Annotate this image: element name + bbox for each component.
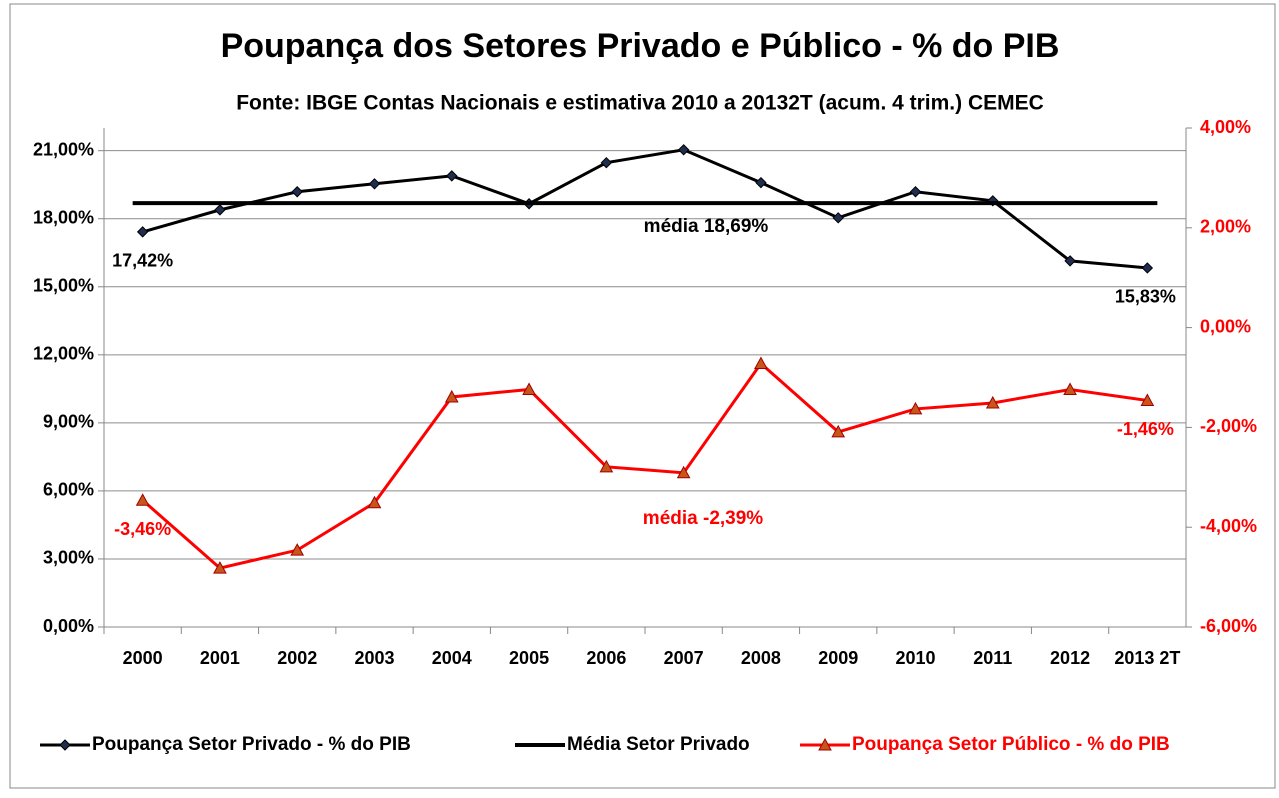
point-marker xyxy=(291,186,303,198)
chart-title: Poupança dos Setores Privado e Público -… xyxy=(221,27,1060,65)
y-tick-label: 6,00% xyxy=(43,480,94,500)
legend-label: Média Setor Privado xyxy=(567,734,750,755)
x-tick-label: 2007 xyxy=(664,648,704,668)
x-tick-label: 2006 xyxy=(586,648,626,668)
point-marker xyxy=(754,356,768,370)
y2-tick-label: 2,00% xyxy=(1200,217,1251,237)
point-marker xyxy=(909,186,922,198)
x-tick-label: 2005 xyxy=(509,648,549,668)
data-label: 17,42% xyxy=(112,251,173,271)
point-marker xyxy=(1063,382,1077,395)
point-marker xyxy=(677,144,690,156)
legend-marker xyxy=(818,737,832,751)
annotation: média 18,69% xyxy=(644,216,769,237)
data-label: -3,46% xyxy=(114,519,171,539)
point-marker xyxy=(599,459,614,473)
point-marker xyxy=(522,382,536,395)
point-marker xyxy=(676,465,691,479)
point-marker xyxy=(290,543,305,556)
point-marker xyxy=(832,212,844,224)
point-marker xyxy=(600,156,613,169)
y2-tick-label: -2,00% xyxy=(1200,416,1257,436)
y-tick-label: 3,00% xyxy=(43,548,94,568)
x-tick-label: 2010 xyxy=(895,648,935,668)
point-marker xyxy=(135,493,150,506)
point-marker xyxy=(213,561,227,574)
y2-tick-label: -4,00% xyxy=(1200,516,1257,536)
x-tick-label: 2004 xyxy=(432,648,472,668)
point-marker xyxy=(908,401,923,415)
chart-subtitle: Fonte: IBGE Contas Nacionais e estimativ… xyxy=(236,92,1044,115)
x-tick-label: 2011 xyxy=(973,648,1012,668)
x-tick-label: 2003 xyxy=(354,648,394,668)
x-tick-label: 2000 xyxy=(123,648,163,668)
point-marker xyxy=(755,176,767,189)
x-tick-label: 2012 xyxy=(1050,648,1090,668)
x-tick-label: 2001 xyxy=(200,648,240,668)
y-tick-label: 12,00% xyxy=(33,344,94,364)
legend-label: Poupança Setor Privado - % do PIB xyxy=(92,734,411,755)
x-tick-label: 2002 xyxy=(277,648,317,668)
point-marker xyxy=(1064,255,1076,267)
y-tick-label: 18,00% xyxy=(33,207,94,227)
x-tick-label: 2013 2T xyxy=(1114,648,1180,668)
point-marker xyxy=(987,195,999,207)
series-line xyxy=(142,148,1148,270)
data-label: -1,46% xyxy=(1117,419,1174,439)
y-tick-label: 0,00% xyxy=(43,616,94,636)
point-marker xyxy=(1140,393,1155,406)
y2-tick-label: 0,00% xyxy=(1200,316,1251,336)
point-marker xyxy=(985,395,1000,409)
point-marker xyxy=(1141,262,1154,274)
point-marker xyxy=(214,204,226,216)
point-marker xyxy=(831,424,846,438)
y2-tick-label: 4,00% xyxy=(1200,117,1251,137)
chart-frame xyxy=(9,3,1276,789)
legend-marker xyxy=(59,739,71,751)
point-marker xyxy=(136,226,149,238)
legend-label: Poupança Setor Público - % do PIB xyxy=(852,734,1170,755)
y-tick-label: 15,00% xyxy=(33,276,94,296)
series-line xyxy=(141,361,1148,570)
point-marker xyxy=(444,389,459,403)
point-marker xyxy=(368,178,381,190)
x-tick-label: 2009 xyxy=(818,648,858,668)
point-marker xyxy=(446,170,458,182)
point-marker xyxy=(367,495,382,509)
y-tick-label: 21,00% xyxy=(33,139,94,159)
y-tick-label: 9,00% xyxy=(43,412,94,432)
x-tick-label: 2008 xyxy=(741,648,781,668)
y2-tick-label: -6,00% xyxy=(1200,616,1257,636)
annotation: média -2,39% xyxy=(643,508,763,529)
data-label: 15,83% xyxy=(1115,287,1176,307)
